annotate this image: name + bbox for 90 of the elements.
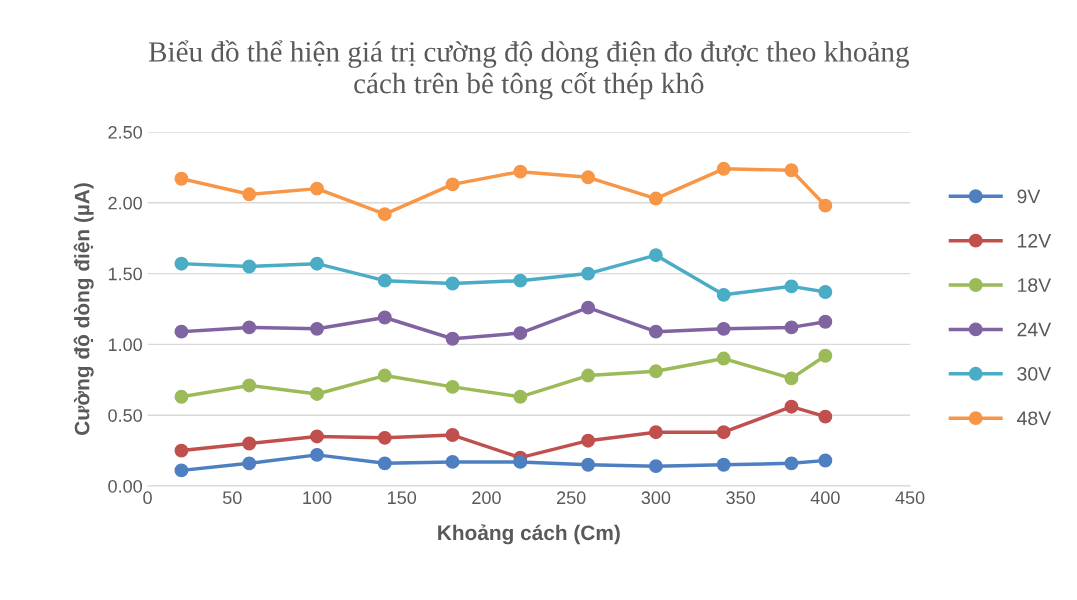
point [310,256,324,271]
y-tick-label: 2.00 [108,196,142,210]
point [784,399,799,414]
point [174,171,189,186]
point [377,310,392,325]
point [784,320,799,335]
point [581,266,596,281]
point [310,429,324,444]
point [242,456,257,471]
point [818,285,833,299]
point [242,378,257,393]
point [648,324,663,339]
point [445,331,460,346]
point [242,320,257,335]
point [377,368,392,383]
point [581,300,596,315]
point [445,379,460,394]
point [310,321,324,336]
point [174,324,189,339]
x-tick-label: 450 [895,491,925,505]
y-tick-label: 1.00 [108,338,142,352]
x-tick-label: 350 [726,491,755,505]
point [174,443,189,458]
point [310,447,324,462]
point [648,425,663,440]
point [716,351,731,366]
y-tick-label: 1.50 [108,267,142,281]
point [310,181,324,196]
x-tick-label: 100 [303,491,332,505]
x-tick-label: 200 [472,491,501,505]
point [818,453,833,468]
point [581,457,596,472]
point [513,164,528,179]
x-tick-label: 300 [641,491,671,505]
point [716,425,731,440]
point [716,321,731,336]
point [174,256,189,271]
y-tick-label: 0.50 [108,409,142,422]
y-tick-label: 0.00 [108,479,142,493]
point [445,428,460,442]
point [784,371,799,386]
y-axis-title: Cường độ dòng điện (µA) [73,183,94,435]
point [818,198,833,213]
point [513,273,528,288]
point [174,389,189,404]
y-tick-label: 2.50 [108,125,142,139]
point [818,409,833,424]
point [784,456,799,471]
point [445,276,460,291]
point [377,430,392,445]
point [581,170,596,185]
chart-title: Biểu đồ thể hiện giá trị cường độ dòng điện đo được theo khoảng cách trên bê tông cốt thép khô [148,40,909,100]
point [648,364,663,379]
x-tick-label: 150 [388,491,417,505]
point [310,387,324,401]
point [716,161,731,176]
point [716,287,731,302]
point [648,248,663,263]
point [513,326,528,341]
point [581,433,596,448]
point [445,454,460,469]
point [174,463,189,478]
point [716,457,731,472]
point [377,456,392,471]
point [242,436,257,451]
x-tick-label: 50 [222,491,242,505]
point [648,191,663,206]
legend-label: 9V [1017,189,1041,204]
point [784,279,799,294]
point [818,314,833,329]
point [377,273,392,288]
legend-label: 48V [1017,411,1052,426]
point [242,187,257,202]
point [581,368,596,383]
point [784,163,799,178]
point [648,459,663,474]
point [513,389,528,404]
x-axis-title: Khoảng cách (Cm) [438,524,620,545]
point [818,348,833,363]
point [242,259,257,274]
x-tick-label: 400 [810,491,840,505]
legend-label: 18V [1018,278,1052,293]
legend-label: 30V [1017,367,1052,381]
x-tick-label: 0 [143,491,152,505]
point [445,177,460,192]
legend-label: 12V [1018,233,1052,248]
x-tick-label: 250 [557,491,586,505]
point [377,207,392,222]
point [513,454,528,469]
legend-label: 24V [1017,322,1052,337]
